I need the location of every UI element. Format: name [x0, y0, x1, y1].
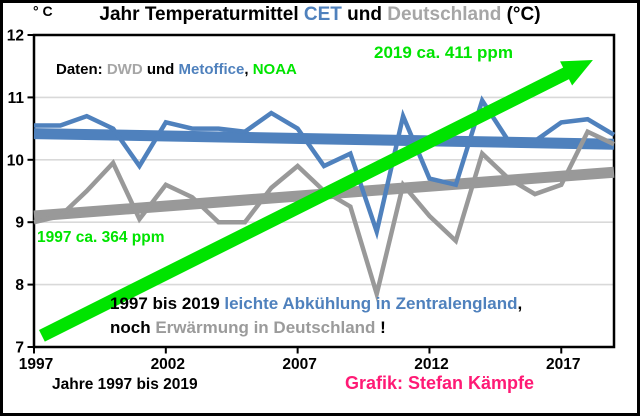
y-tick-label: 12	[7, 28, 24, 45]
text-part: Jahr Temperaturmittel	[99, 4, 304, 25]
x-tick-label: 1997	[19, 356, 53, 373]
chart-title: Jahr Temperaturmittel CET und Deutschlan…	[0, 4, 640, 26]
y-tick-label: 10	[7, 152, 24, 169]
x-axis-caption: Jahre 1997 bis 2019	[52, 376, 198, 393]
x-tick-label: 2007	[282, 356, 316, 373]
y-tick-label: 7	[15, 340, 24, 357]
text-part: ,	[244, 61, 253, 78]
x-tick-label: 2017	[546, 356, 580, 373]
co2-1997-label: 1997 ca. 364 ppm	[37, 229, 165, 246]
x-tick-label: 2012	[414, 356, 448, 373]
data-sources-legend: Daten: DWD und Metoffice, NOAA	[56, 61, 297, 78]
text-part: leichte Abkühlung in Zentralengland	[224, 294, 518, 313]
x-tick-label: 2002	[151, 356, 185, 373]
text-part: noch	[110, 318, 156, 337]
text-part: NOAA	[252, 61, 297, 78]
text-part: Erwärmung in Deutschland	[155, 318, 381, 337]
text-part: ,	[517, 294, 523, 313]
text-part: Deutschland	[387, 4, 502, 25]
annotation-line-2: noch Erwärmung in Deutschland !	[110, 318, 386, 338]
text-part: (°C)	[501, 4, 541, 25]
text-part: Daten:	[56, 61, 107, 78]
text-part: !	[380, 318, 386, 337]
text-part: DWD	[106, 61, 143, 78]
text-part: 1997 bis 2019	[110, 294, 225, 313]
text-part: und	[341, 4, 388, 25]
co2-arrow-head	[560, 59, 593, 86]
y-tick-label: 11	[8, 90, 25, 107]
annotation-line-1: 1997 bis 2019 leichte Abkühlung in Zentr…	[110, 294, 522, 314]
text-part: und	[142, 61, 179, 78]
plot-border	[32, 33, 616, 349]
text-part: Metoffice	[178, 61, 245, 78]
credit-label: Grafik: Stefan Kämpfe	[345, 373, 535, 393]
series-line-cet	[34, 95, 616, 240]
y-tick-label: 8	[15, 277, 24, 294]
y-tick-label: 9	[15, 215, 24, 232]
y-axis-unit-label: ° C	[33, 3, 53, 19]
co2-arrow-shaft	[38, 65, 573, 342]
text-part: CET	[303, 4, 342, 25]
co2-2019-label: 2019 ca. 411 ppm	[374, 43, 513, 62]
